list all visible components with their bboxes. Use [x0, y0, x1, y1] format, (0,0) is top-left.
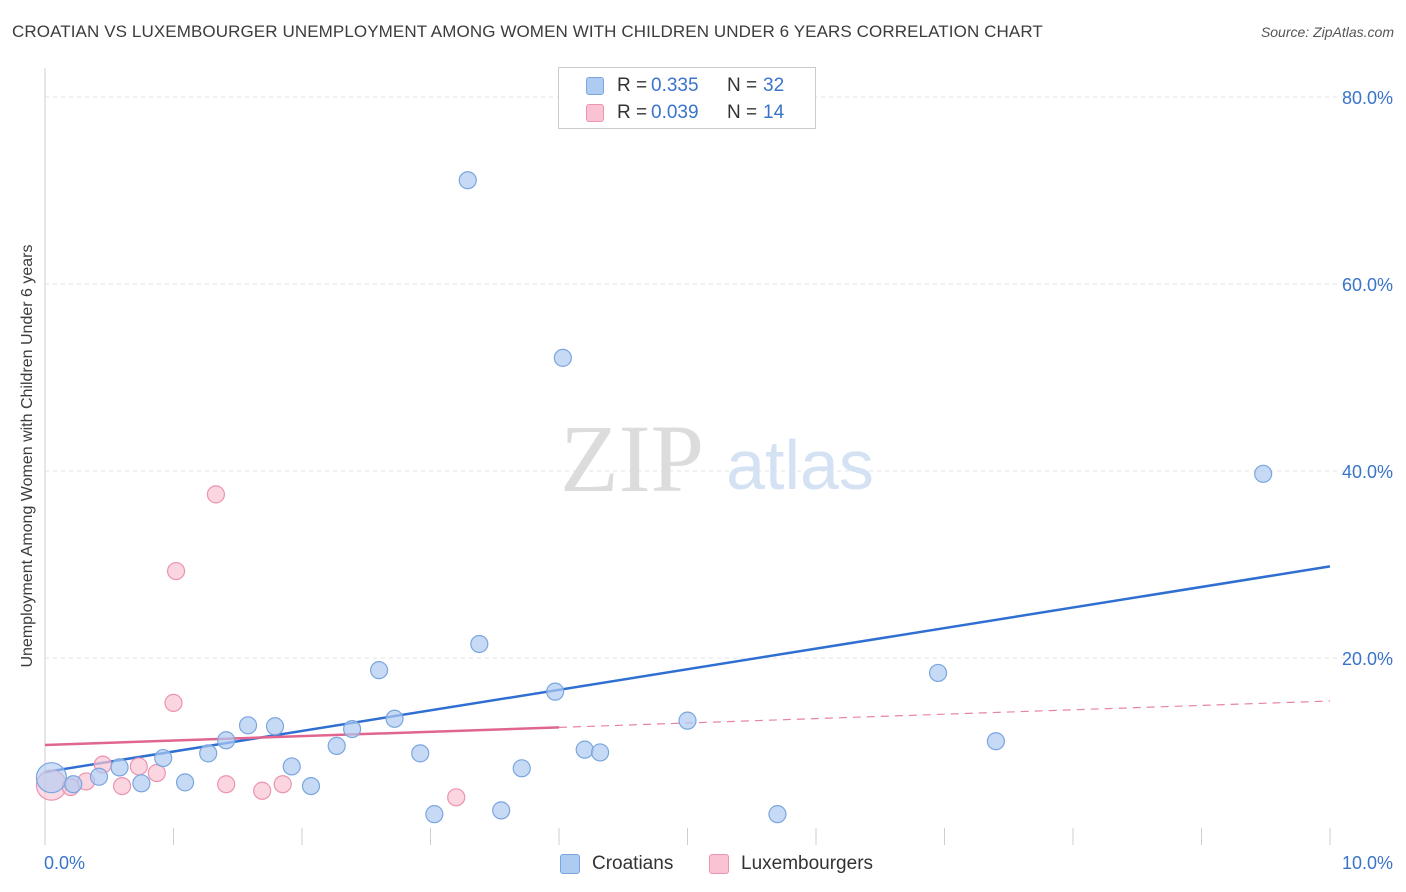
point-luxembourgers	[253, 781, 272, 800]
trend-line-luxembourgers-dashed	[558, 700, 1331, 728]
bottom-legend-label-croatians: Croatians	[592, 853, 674, 874]
point-luxembourgers	[273, 775, 292, 794]
legend-n-value: 14	[763, 102, 785, 123]
trend-line-luxembourgers	[44, 726, 560, 747]
watermark: ZIP atlas	[560, 405, 874, 512]
legend-row-croatians: R = 0.335 N = 32	[586, 74, 785, 98]
source-label: Source: ZipAtlas.com	[1260, 24, 1394, 40]
legend-r-value: 0.335	[651, 75, 699, 96]
bottom-legend-croatians: Croatians	[560, 852, 673, 876]
point-luxembourgers	[112, 776, 132, 796]
legend-n-label: N =	[727, 75, 758, 96]
y-tick-label: 20.0%	[1342, 649, 1393, 669]
point-croatians	[385, 709, 404, 728]
point-croatians	[411, 744, 430, 763]
point-croatians	[199, 744, 218, 763]
legend-row-luxembourgers: R = 0.039 N = 14	[586, 101, 785, 125]
legend-n-value: 32	[763, 75, 785, 96]
point-croatians	[154, 748, 173, 768]
y-tick-label: 80.0%	[1342, 88, 1393, 108]
legend-r-label: R =	[617, 102, 648, 123]
legend-r-label: R =	[617, 75, 648, 96]
trend-lines	[44, 565, 1331, 774]
point-croatians	[175, 773, 195, 792]
point-croatians	[110, 758, 129, 777]
y-axis-label: Unemployment Among Women with Children U…	[19, 244, 36, 668]
x-tick-label: 10.0%	[1342, 853, 1393, 873]
point-croatians	[575, 740, 594, 759]
watermark-atlas: atlas	[726, 426, 874, 504]
point-croatians	[678, 711, 697, 730]
legend-r-value: 0.039	[651, 102, 699, 123]
point-croatians	[265, 717, 285, 736]
legend-swatch-luxembourgers	[586, 104, 604, 122]
bottom-legend-label-luxembourgers: Luxembourgers	[741, 853, 874, 874]
watermark-zip: ZIP	[560, 405, 704, 512]
data-points	[35, 171, 1273, 824]
bottom-legend-swatch-luxembourgers	[709, 854, 729, 874]
point-croatians	[986, 732, 1006, 751]
point-luxembourgers	[206, 485, 226, 504]
y-tick-label: 40.0%	[1342, 462, 1393, 482]
point-croatians	[89, 767, 109, 786]
legend-n-label: N =	[727, 102, 758, 123]
correlation-legend: R = 0.335 N = 32 R = 0.039 N = 14	[558, 67, 816, 129]
point-luxembourgers	[147, 763, 166, 783]
point-croatians	[1254, 464, 1273, 483]
point-croatians	[928, 663, 948, 683]
bottom-legend-luxembourgers: Luxembourgers	[709, 852, 873, 876]
point-luxembourgers	[129, 757, 148, 776]
point-croatians	[327, 736, 346, 755]
point-croatians	[132, 774, 151, 793]
point-luxembourgers	[164, 693, 183, 712]
axes	[44, 68, 1331, 845]
point-croatians	[591, 743, 610, 762]
chart-title: CROATIAN VS LUXEMBOURGER UNEMPLOYMENT AM…	[12, 22, 1043, 41]
point-croatians	[470, 634, 489, 654]
x-tick-label: 0.0%	[44, 853, 85, 873]
point-croatians	[546, 682, 565, 701]
point-croatians	[512, 759, 531, 778]
point-croatians	[768, 805, 787, 824]
tick-labels: 20.0% 40.0% 60.0% 80.0% 0.0% 10.0%	[44, 88, 1393, 873]
trend-line-croatians	[44, 565, 1331, 774]
point-croatians	[425, 805, 444, 824]
legend-swatch-croatians	[586, 77, 604, 95]
point-croatians	[282, 757, 301, 776]
y-tick-label: 60.0%	[1342, 275, 1393, 295]
point-croatians	[370, 661, 389, 680]
point-croatians	[64, 775, 83, 794]
point-luxembourgers	[217, 775, 236, 794]
grid-lines	[45, 96, 1395, 659]
point-croatians	[217, 731, 236, 750]
point-croatians	[343, 719, 362, 739]
point-luxembourgers	[447, 788, 466, 807]
point-croatians	[553, 348, 572, 367]
point-luxembourgers	[166, 561, 186, 581]
point-croatians	[492, 801, 511, 820]
point-croatians	[35, 762, 68, 794]
point-croatians	[238, 716, 258, 735]
point-croatians	[301, 776, 321, 796]
bottom-legend-swatch-croatians	[560, 854, 580, 874]
point-croatians	[458, 171, 477, 190]
